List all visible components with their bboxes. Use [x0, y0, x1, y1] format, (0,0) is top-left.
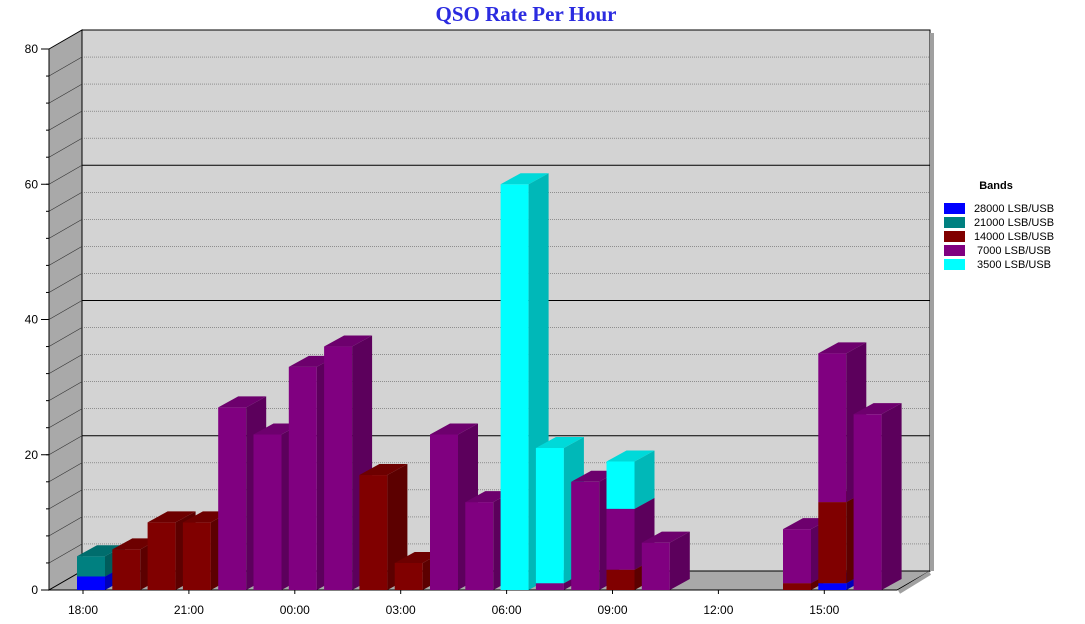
bar-top — [430, 423, 478, 435]
bar-front — [535, 447, 564, 584]
x-tick-label: 00:00 — [280, 603, 310, 617]
side-gridline — [48, 516, 83, 537]
bar-front — [606, 569, 635, 590]
bar-top — [359, 464, 408, 476]
bar-front — [77, 556, 105, 577]
side-gridline — [48, 83, 83, 104]
bar-front — [288, 366, 317, 590]
bar-front — [571, 481, 600, 590]
floor-edge — [897, 571, 932, 594]
side-gridline — [48, 110, 83, 131]
bar-top — [853, 403, 902, 415]
bar-front — [500, 184, 529, 590]
bar-top — [641, 531, 690, 543]
bar-front — [394, 562, 423, 590]
side-gridline — [48, 489, 83, 510]
bar-front — [606, 508, 635, 570]
side-gridline — [48, 408, 83, 428]
bar-front — [218, 407, 247, 590]
side-gridline — [48, 327, 83, 347]
plot-area: 0 20 40 60 80 18:00 21:00 00:00 03:00 06:00 09:00 1… — [25, 29, 934, 617]
bar-top — [147, 511, 196, 523]
legend-title: Bands — [979, 180, 1013, 192]
bar-front — [430, 434, 458, 590]
bar-top — [818, 342, 867, 354]
side-gridline — [48, 435, 83, 456]
side-gridline — [48, 543, 83, 564]
x-tick-label: 09:00 — [597, 603, 627, 617]
y-tick-label: 80 — [25, 42, 39, 56]
bar-front — [253, 434, 282, 590]
bar-front — [783, 583, 811, 590]
bar-front — [465, 502, 494, 590]
x-tick-label: 18:00 — [68, 603, 98, 617]
y-tick-label: 20 — [25, 448, 39, 462]
legend-swatch — [944, 245, 965, 256]
bar-front — [818, 583, 847, 590]
side-gridline — [48, 381, 83, 401]
side-gridline — [48, 56, 83, 77]
side-gridline — [48, 219, 83, 239]
x-tick-label: 21:00 — [174, 603, 204, 617]
bar-front — [359, 475, 388, 590]
bar-front — [783, 529, 811, 584]
x-tick-label: 03:00 — [386, 603, 416, 617]
bar-top — [500, 173, 549, 185]
side-gridline — [48, 273, 83, 293]
bar-front — [853, 414, 882, 590]
bar-front — [112, 549, 141, 590]
legend: Bands 28000 LSB/USB 21000 LSB/USB 14000 LS… — [944, 180, 1054, 271]
bar-side — [634, 450, 655, 509]
bar-front — [147, 522, 176, 590]
bar-front — [641, 542, 670, 590]
y-tick-label: 60 — [25, 177, 39, 191]
legend-entry: 14000 LSB/USB — [974, 231, 1054, 243]
bar-top — [324, 335, 373, 347]
bar-top — [77, 545, 125, 557]
x-tick-label: 15:00 — [809, 603, 839, 617]
bar-segment — [641, 531, 690, 590]
bar-front — [606, 461, 635, 509]
bar-front — [818, 353, 847, 503]
x-tick-label: 12:00 — [703, 603, 733, 617]
bar-side — [669, 531, 690, 590]
side-gridline — [48, 246, 83, 266]
bar-segment — [359, 464, 408, 590]
legend-entry: 21000 LSB/USB — [974, 217, 1054, 229]
bar-front — [182, 522, 211, 590]
bar-side — [387, 464, 408, 590]
legend-entry: 3500 LSB/USB — [977, 259, 1051, 271]
legend-swatch — [944, 231, 965, 242]
legend-swatch — [944, 217, 965, 228]
x-tick-label: 06:00 — [492, 603, 522, 617]
chart-title: QSO Rate Per Hour — [435, 2, 616, 26]
bar-top — [218, 396, 267, 408]
bar-front — [818, 502, 847, 584]
bar-segment — [853, 403, 902, 590]
legend-swatch — [944, 259, 965, 270]
bar-top — [606, 450, 655, 462]
side-gridline — [48, 354, 83, 374]
legend-entry: 7000 LSB/USB — [977, 245, 1051, 257]
y-tick-label: 40 — [25, 313, 39, 327]
side-gridline — [48, 164, 83, 185]
side-gridline — [48, 300, 83, 320]
side-gridline — [48, 192, 83, 212]
bar-segment — [606, 450, 655, 509]
legend-swatch — [944, 203, 965, 214]
y-tick-label: 0 — [31, 583, 38, 597]
bar-front — [535, 583, 564, 590]
legend-entry: 28000 LSB/USB — [974, 203, 1054, 215]
side-gridline — [48, 462, 83, 483]
bar-segment — [500, 173, 549, 590]
bar-front — [324, 346, 353, 590]
bar-top — [535, 436, 584, 448]
bar-side — [881, 403, 902, 590]
bar-segment — [324, 335, 373, 590]
bar-front — [77, 576, 105, 590]
side-gridline — [48, 137, 83, 158]
